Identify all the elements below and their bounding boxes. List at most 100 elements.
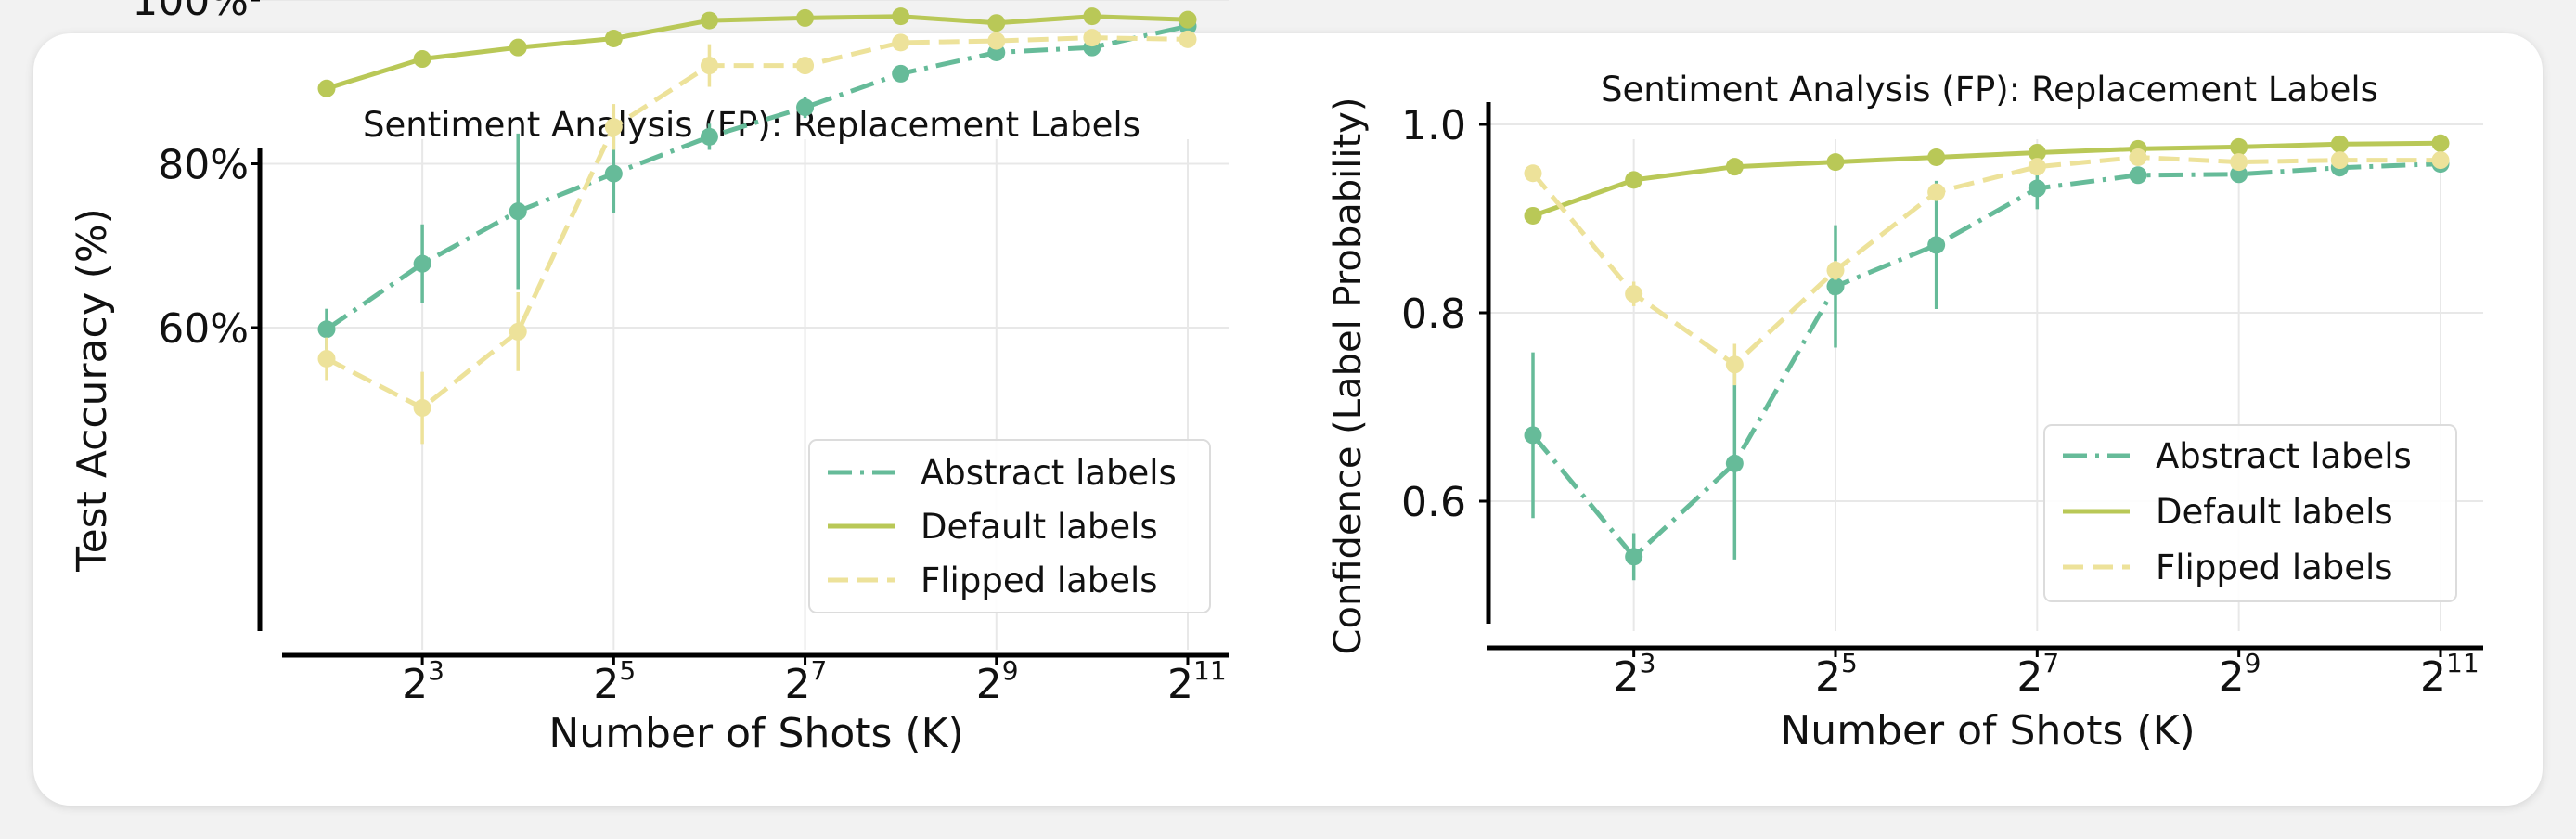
x-tick-label: 25 bbox=[593, 655, 636, 708]
chart-1: 60% 80% 100% 23 25 27 29 211 Sentiment Analysis … bbox=[69, 0, 1229, 757]
series-line bbox=[1531, 161, 2441, 560]
x-tick-label: 29 bbox=[2219, 648, 2261, 701]
series-line bbox=[325, 23, 1189, 331]
data-point bbox=[2230, 153, 2248, 172]
data-point bbox=[2129, 166, 2147, 185]
data-point bbox=[604, 118, 623, 136]
data-point bbox=[2330, 135, 2349, 153]
data-point bbox=[796, 8, 815, 27]
y-tick-label: 100% bbox=[132, 0, 249, 25]
chart-title: Sentiment Analysis (FP): Replacement Lab… bbox=[363, 105, 1140, 145]
data-point bbox=[413, 254, 431, 273]
data-point bbox=[509, 202, 527, 221]
data-point bbox=[1083, 7, 1101, 26]
series-line bbox=[1531, 155, 2441, 368]
x-tick-label: 27 bbox=[785, 655, 828, 708]
legend-entry: Default labels bbox=[2156, 492, 2393, 532]
data-point bbox=[2230, 165, 2248, 184]
x-axis-label: Number of Shots (K) bbox=[548, 710, 963, 757]
x-tick-label: 23 bbox=[1614, 648, 1656, 701]
series-line bbox=[326, 14, 1189, 91]
x-axis-label: Number of Shots (K) bbox=[1780, 707, 2195, 755]
legend-entry: Flipped labels bbox=[921, 561, 1158, 600]
legend-entry: Abstract labels bbox=[921, 453, 1177, 493]
y-tick-label: 60% bbox=[158, 305, 249, 353]
chart-2: 0.6 0.8 1.0 23 25 27 29 211 Sentiment Analysis (… bbox=[1327, 70, 2483, 755]
data-point bbox=[1927, 236, 1946, 254]
series-abstract-labels bbox=[317, 17, 1197, 350]
series-flipped-labels bbox=[317, 29, 1197, 445]
legend: Abstract labels Default labels Flipped lab… bbox=[808, 439, 1211, 613]
x-tick-label: 23 bbox=[402, 655, 444, 708]
data-point bbox=[892, 7, 910, 26]
legend-entry: Default labels bbox=[921, 507, 1158, 547]
data-point bbox=[2431, 151, 2450, 170]
legend-entry: Abstract labels bbox=[2156, 436, 2412, 476]
data-point bbox=[604, 29, 623, 47]
y-tick-label: 1.0 bbox=[1401, 102, 1466, 149]
data-point bbox=[1625, 548, 1643, 566]
series-line bbox=[1532, 140, 2441, 218]
data-point bbox=[1826, 153, 1845, 172]
data-point bbox=[317, 79, 336, 97]
y-tick-label: 0.8 bbox=[1401, 290, 1466, 338]
legend-entry: Flipped labels bbox=[2156, 548, 2393, 587]
series-line bbox=[325, 35, 1189, 410]
x-tick-label: 29 bbox=[976, 655, 1019, 708]
data-point bbox=[700, 127, 718, 146]
data-point bbox=[1927, 148, 1946, 167]
data-point bbox=[700, 11, 718, 30]
data-point bbox=[987, 32, 1006, 50]
data-point bbox=[700, 57, 718, 75]
data-point bbox=[1625, 171, 1643, 189]
data-point bbox=[892, 33, 910, 52]
data-point bbox=[1179, 10, 1197, 29]
data-point bbox=[1927, 183, 1946, 201]
legend-box bbox=[808, 439, 1211, 613]
x-tick-label: 211 bbox=[1167, 655, 1227, 708]
data-point bbox=[1524, 164, 1542, 183]
data-point bbox=[2028, 143, 2046, 161]
data-point bbox=[1826, 278, 1845, 296]
data-point bbox=[509, 322, 527, 341]
data-point bbox=[1179, 30, 1197, 48]
data-point bbox=[2129, 148, 2147, 167]
data-point bbox=[1725, 355, 1744, 374]
data-point bbox=[317, 350, 336, 368]
data-point bbox=[2028, 179, 2046, 198]
chart-title: Sentiment Analysis (FP): Replacement Lab… bbox=[1601, 70, 2378, 110]
data-point bbox=[2330, 151, 2349, 170]
data-point bbox=[1083, 29, 1101, 47]
data-point bbox=[604, 164, 623, 183]
series-default-labels bbox=[317, 7, 1197, 97]
y-tick-label: 80% bbox=[158, 142, 249, 189]
y-tick-label: 0.6 bbox=[1401, 479, 1466, 526]
data-point bbox=[1725, 454, 1744, 472]
data-point bbox=[987, 14, 1006, 32]
data-point bbox=[2431, 134, 2450, 152]
y-axis-label: Test Accuracy (%) bbox=[69, 208, 116, 573]
series-default-labels bbox=[1524, 134, 2450, 225]
legend: Abstract labels Default labels Flipped lab… bbox=[2043, 424, 2457, 602]
legend-box bbox=[2043, 424, 2457, 602]
data-point bbox=[317, 320, 336, 339]
data-point bbox=[1826, 261, 1845, 279]
data-point bbox=[2230, 137, 2248, 156]
x-tick-label: 27 bbox=[2016, 648, 2059, 701]
x-tick-label: 25 bbox=[1815, 648, 1858, 701]
data-point bbox=[892, 64, 910, 83]
data-point bbox=[413, 50, 431, 69]
x-tick-label: 211 bbox=[2420, 648, 2479, 701]
data-point bbox=[796, 57, 815, 75]
data-point bbox=[1625, 285, 1643, 303]
data-point bbox=[796, 98, 815, 117]
data-point bbox=[2028, 158, 2046, 176]
figure-card bbox=[33, 33, 2543, 806]
data-point bbox=[1524, 206, 1542, 225]
data-point bbox=[1725, 158, 1744, 176]
data-point bbox=[509, 38, 527, 57]
series-flipped-labels bbox=[1524, 148, 2450, 386]
data-point bbox=[1524, 426, 1542, 445]
data-point bbox=[413, 398, 431, 417]
